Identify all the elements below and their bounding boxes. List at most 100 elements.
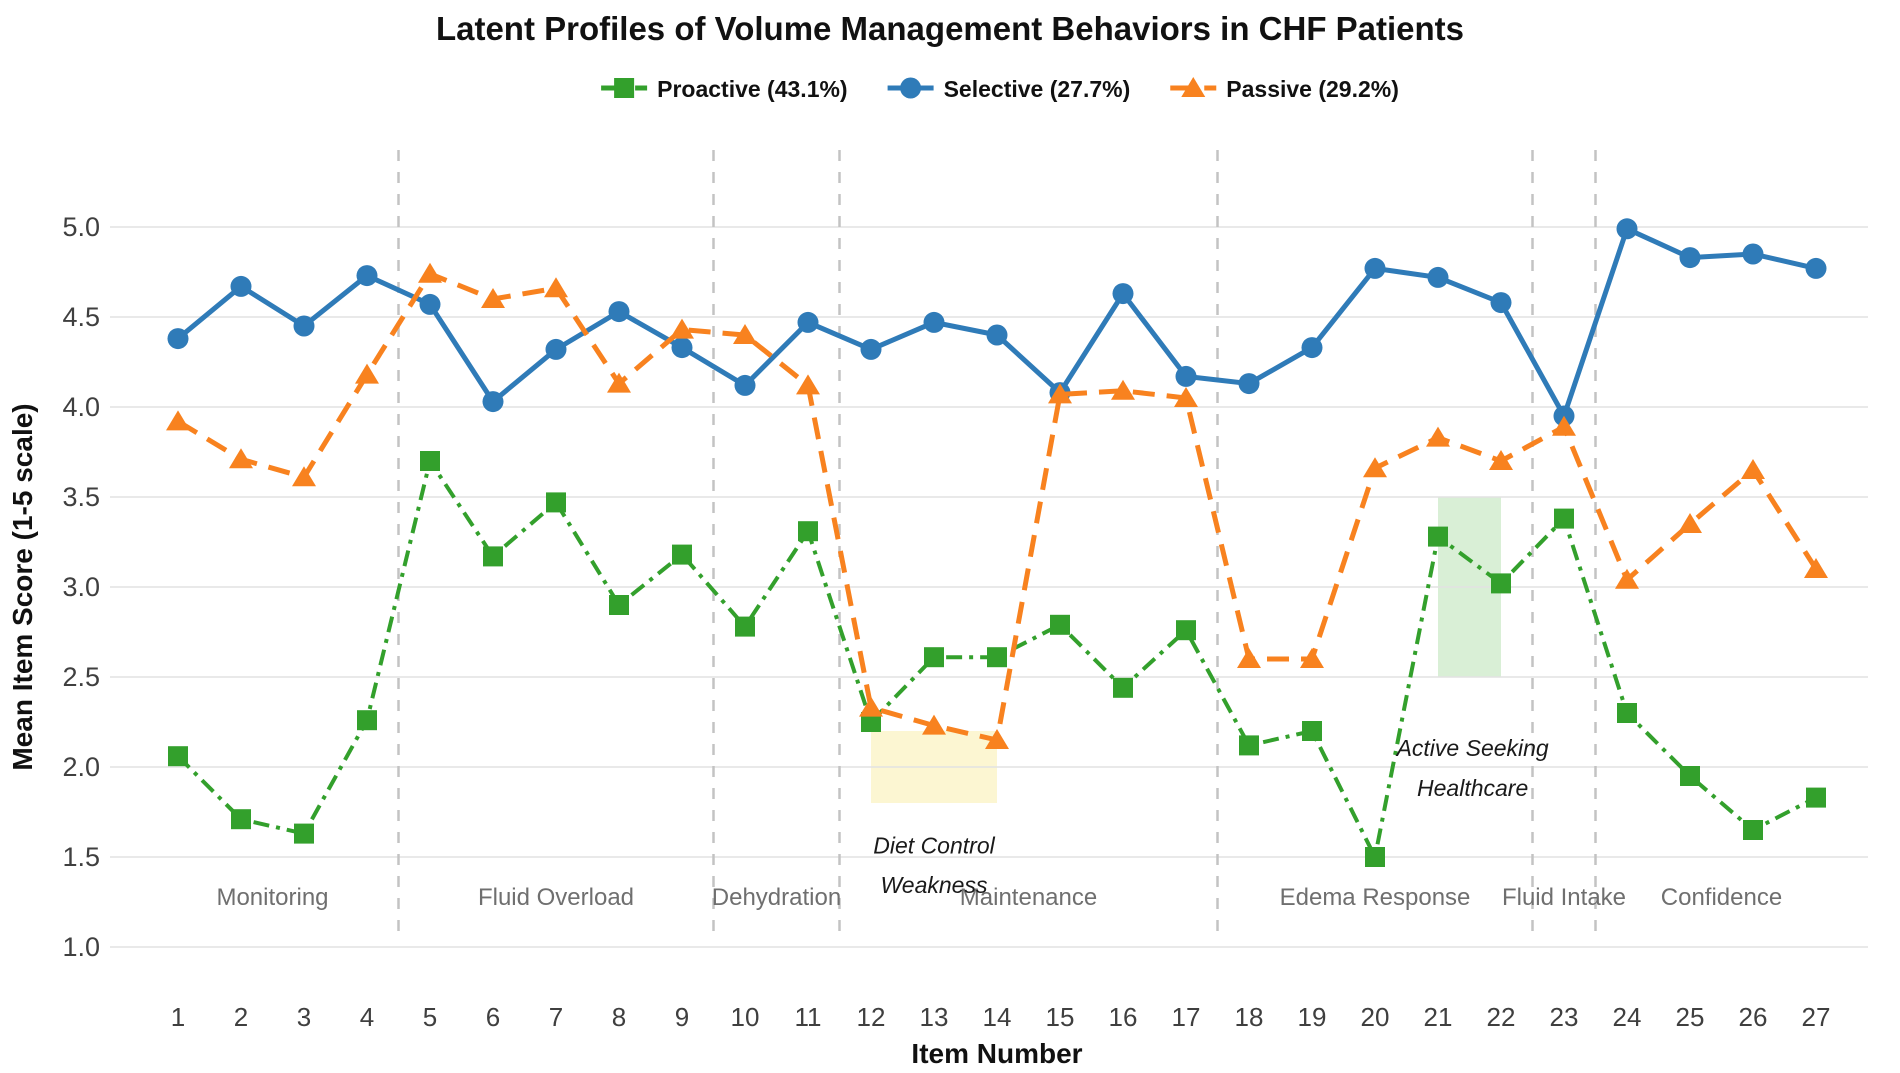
triangle-marker xyxy=(859,696,883,717)
triangle-marker xyxy=(166,410,190,431)
legend-label: Passive (29.2%) xyxy=(1226,76,1399,102)
triangle-marker xyxy=(1489,450,1513,470)
circle-marker xyxy=(797,311,819,333)
square-marker xyxy=(483,546,503,567)
x-tick-label: 8 xyxy=(612,1002,626,1032)
section-label: Fluid Intake xyxy=(1502,884,1626,911)
x-tick-label: 2 xyxy=(234,1002,248,1032)
triangle-marker xyxy=(1552,415,1576,436)
circle-marker xyxy=(1679,247,1701,269)
annotation-text: Weakness xyxy=(881,872,988,898)
legend-item: Proactive (43.1%) xyxy=(601,76,848,102)
circle-marker xyxy=(1616,218,1638,240)
x-tick-label: 12 xyxy=(857,1002,886,1032)
triangle-marker xyxy=(544,277,568,298)
chart-title: Latent Profiles of Volume Management Beh… xyxy=(436,10,1464,47)
series-line xyxy=(176,225,1817,423)
square-marker xyxy=(1428,526,1448,547)
circle-marker xyxy=(1742,243,1764,265)
triangle-marker xyxy=(418,262,442,283)
legend: Proactive (43.1%) Selective (27.7%) Passiv… xyxy=(601,76,1399,102)
circle-marker xyxy=(900,77,922,99)
square-marker xyxy=(1680,766,1700,786)
y-tick-label: 2.5 xyxy=(62,662,100,692)
x-tick-label: 19 xyxy=(1298,1002,1327,1032)
square-marker xyxy=(861,712,881,732)
square-marker xyxy=(546,492,566,513)
square-marker xyxy=(735,616,755,637)
x-tick-label: 27 xyxy=(1802,1002,1831,1032)
x-tick-label: 21 xyxy=(1424,1002,1453,1032)
legend-item: Selective (27.7%) xyxy=(887,76,1130,102)
annotations: Diet Control Weakness Active Seeking Health… xyxy=(873,735,1549,898)
square-marker xyxy=(798,521,818,542)
square-marker xyxy=(1743,820,1763,840)
circle-marker xyxy=(1805,257,1827,279)
circle-marker xyxy=(923,311,945,333)
section-label: Edema Response xyxy=(1280,884,1471,911)
circle-marker xyxy=(482,391,504,413)
section-label: Confidence xyxy=(1661,884,1782,911)
square-marker xyxy=(1302,721,1322,741)
annotation-text: Healthcare xyxy=(1417,775,1528,801)
triangle-marker xyxy=(1741,459,1765,479)
x-tick-label: 16 xyxy=(1109,1002,1138,1032)
annotation-text: Active Seeking xyxy=(1395,735,1549,761)
square-marker xyxy=(1176,620,1196,641)
x-axis-title: Item Number xyxy=(911,1038,1082,1069)
y-axis-title: Mean Item Score (1-5 scale) xyxy=(7,403,38,770)
circle-marker xyxy=(1490,292,1512,314)
series-line xyxy=(176,456,1817,864)
x-tick-label: 18 xyxy=(1235,1002,1264,1032)
circle-marker xyxy=(671,337,693,359)
triangle-marker xyxy=(796,374,820,395)
section-label: Monitoring xyxy=(216,884,328,911)
y-tick-labels: 5.0 4.5 4.0 3.5 3.0 2.5 2.0 1.5 1.0 xyxy=(62,212,100,962)
circle-marker xyxy=(419,293,441,315)
x-tick-label: 9 xyxy=(675,1002,689,1032)
circle-marker xyxy=(608,301,630,323)
triangle-marker xyxy=(922,714,946,735)
square-marker xyxy=(1617,703,1637,723)
circle-marker xyxy=(1427,266,1449,288)
y-tick-label: 2.0 xyxy=(62,752,100,782)
triangle-marker xyxy=(1426,426,1450,447)
triangle-marker xyxy=(292,466,316,487)
section-label: Dehydration xyxy=(712,884,841,911)
x-tick-label: 24 xyxy=(1613,1002,1642,1032)
circle-marker xyxy=(230,275,252,297)
triangle-marker xyxy=(1363,457,1387,478)
x-tick-label: 22 xyxy=(1487,1002,1516,1032)
x-tick-label: 13 xyxy=(920,1002,949,1032)
circle-marker xyxy=(1175,365,1197,387)
square-marker xyxy=(1113,677,1133,698)
x-tick-label: 4 xyxy=(360,1002,374,1032)
square-marker xyxy=(672,544,692,565)
circle-marker xyxy=(545,338,567,360)
square-marker xyxy=(1239,735,1259,756)
triangle-marker xyxy=(481,288,505,308)
section-label: Fluid Overload xyxy=(478,884,634,911)
circle-marker xyxy=(356,265,378,287)
circle-marker xyxy=(734,374,756,396)
square-marker xyxy=(1554,508,1574,529)
section-label: Maintenance xyxy=(960,884,1097,911)
circle-marker xyxy=(1301,337,1323,359)
x-tick-label: 23 xyxy=(1550,1002,1579,1032)
square-marker xyxy=(1365,847,1385,867)
x-tick-label: 14 xyxy=(983,1002,1012,1032)
square-marker xyxy=(924,647,944,668)
y-tick-label: 4.0 xyxy=(62,392,100,422)
x-tick-label: 3 xyxy=(297,1002,311,1032)
y-tick-label: 1.5 xyxy=(62,842,100,872)
x-tick-label: 7 xyxy=(549,1002,563,1032)
triangle-marker xyxy=(1615,568,1639,589)
section-dividers xyxy=(397,150,1597,940)
series-proactive xyxy=(168,451,1826,867)
square-marker xyxy=(1491,573,1511,594)
square-marker xyxy=(231,809,251,830)
square-marker xyxy=(614,78,635,98)
circle-marker xyxy=(167,328,189,350)
x-tick-label: 11 xyxy=(795,1002,822,1032)
triangle-marker xyxy=(985,729,1009,749)
